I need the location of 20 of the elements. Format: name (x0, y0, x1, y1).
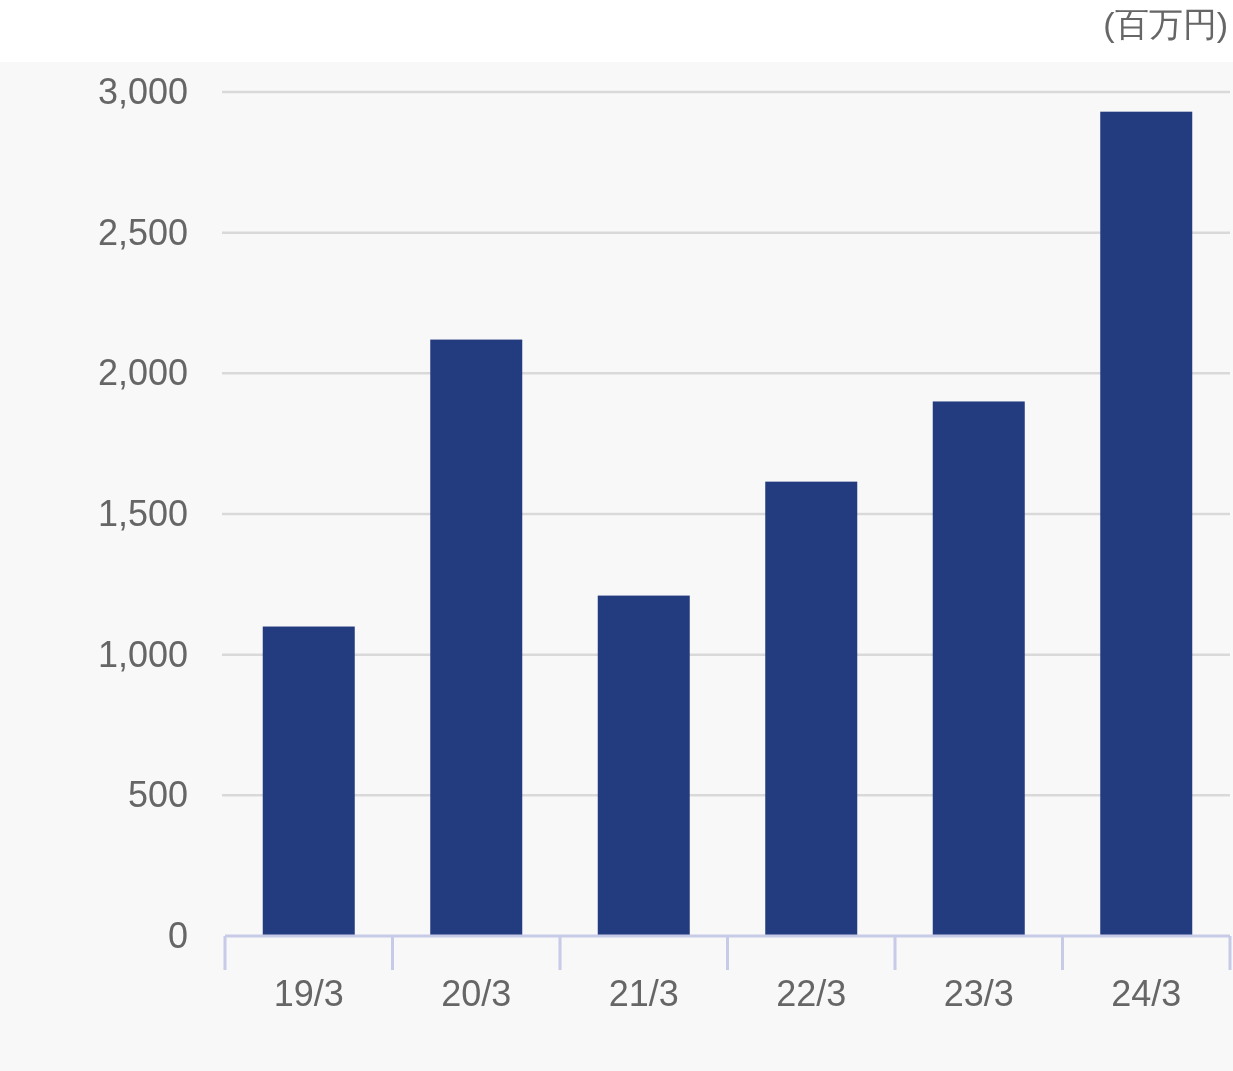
bar (597, 595, 690, 936)
y-tick-label: 500 (127, 774, 188, 816)
y-tick-label: 1,000 (97, 633, 188, 675)
y-tick-label: 0 (167, 915, 188, 956)
x-tick-label: 19/3 (273, 973, 344, 1014)
x-tick-label: 21/3 (608, 973, 679, 1014)
x-tick-label: 23/3 (943, 973, 1014, 1014)
y-tick-label: 2,000 (97, 352, 188, 394)
y-axis-title: (百万円) (1103, 5, 1228, 43)
x-tick-label: 20/3 (441, 973, 512, 1014)
bar (430, 339, 523, 936)
y-tick-label: 1,500 (97, 493, 188, 534)
x-tick-label: 22/3 (776, 973, 847, 1014)
bar (932, 401, 1025, 936)
bar (1100, 111, 1193, 936)
y-tick-label: 3,000 (97, 71, 188, 112)
y-tick-label: 2,500 (97, 211, 188, 253)
bar (262, 626, 355, 936)
bar (765, 481, 858, 936)
x-tick-label: 24/3 (1111, 973, 1182, 1014)
